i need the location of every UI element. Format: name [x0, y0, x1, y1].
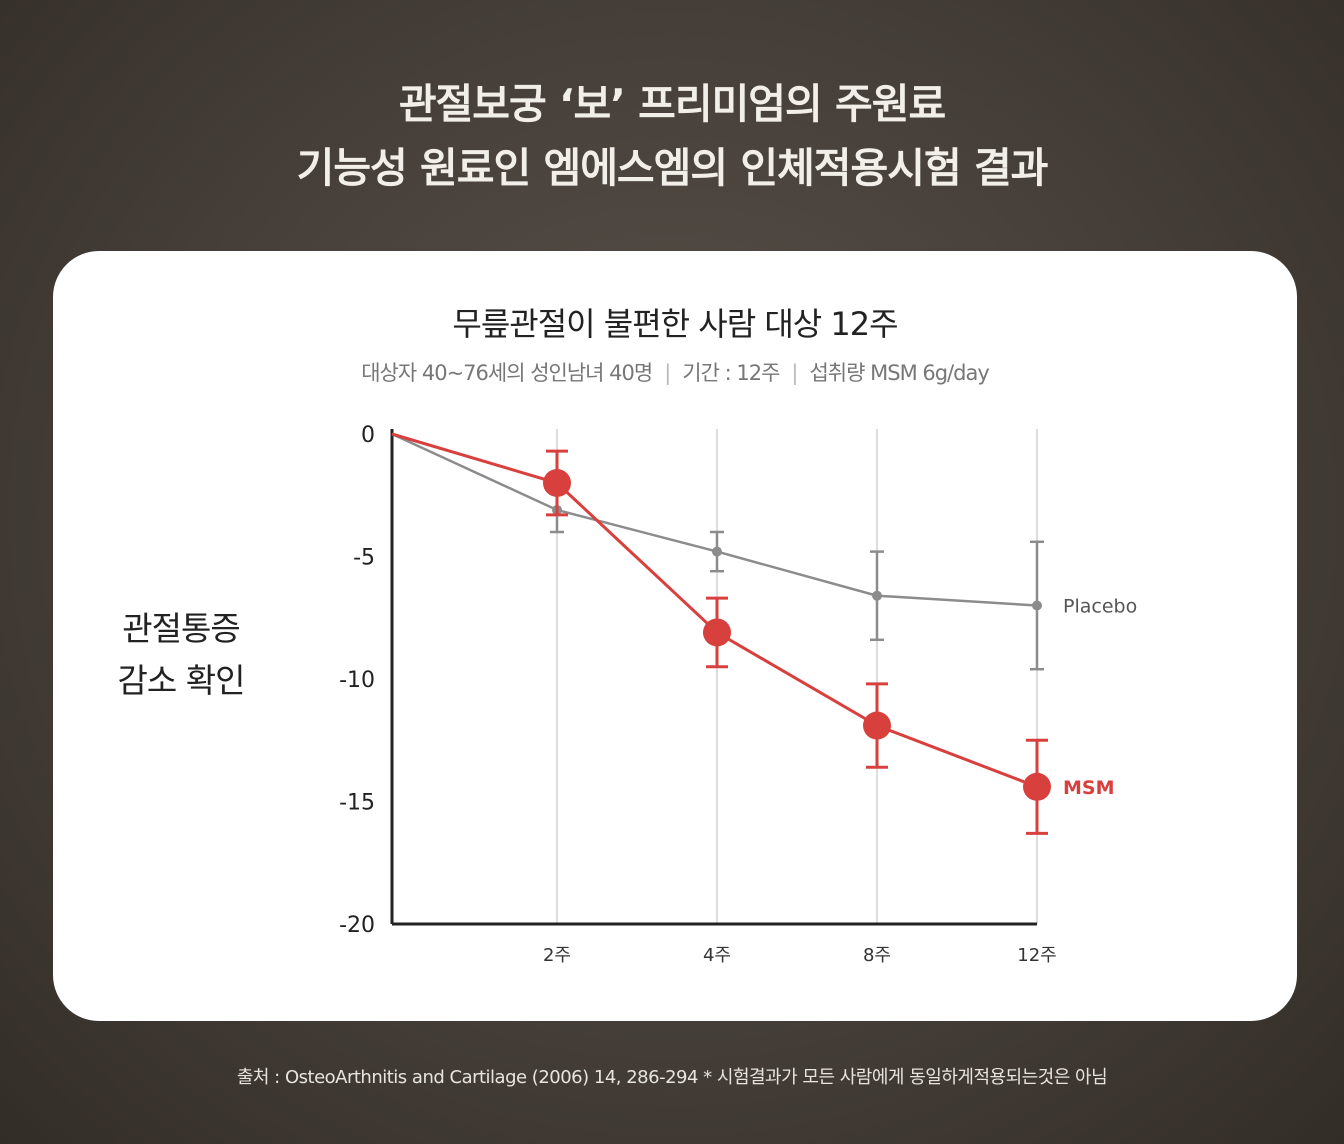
subtitle-period: 기간 : 12주: [682, 361, 780, 385]
side-label: 관절통증 감소 확인: [111, 603, 251, 707]
y-tick-label: -20: [339, 913, 375, 938]
series-label-placebo: Placebo: [1063, 596, 1137, 618]
data-point: [1023, 772, 1051, 801]
y-tick-label: -10: [339, 668, 375, 693]
x-tick-label: 12주: [1017, 945, 1056, 966]
subtitle-separator: |: [791, 361, 798, 385]
x-tick-label: 2주: [543, 945, 571, 966]
headline-line-1: 관절보궁 ‘보’ 프리미엄의 주원료: [398, 80, 946, 128]
chart-subtitle: 대상자 40~76세의 성인남녀 40명 | 기간 : 12주 | 섭취량 MSM 6g…: [53, 357, 1297, 387]
subtitle-separator: |: [664, 361, 671, 385]
source-footnote: 출처 : OsteoArthnitis and Cartilage (2006)…: [236, 1067, 1108, 1088]
side-label-line-2: 감소 확인: [117, 661, 246, 700]
series-line-placebo: [391, 432, 1038, 607]
data-point: [703, 618, 731, 647]
series-line-msm: [391, 432, 1038, 789]
chart-card: 무릎관절이 불편한 사람 대상 12주 대상자 40~76세의 성인남녀 40명…: [53, 251, 1297, 1021]
y-tick-label: 0: [361, 423, 375, 448]
line-chart: 0 -5 -10 -15 -20 2주 4주 8주 12주 Placebo MSM: [339, 423, 1137, 966]
side-label-line-1: 관절통증: [122, 609, 240, 648]
headline-line-2: 기능성 원료인 엠에스엠의 인체적용시험 결과: [296, 144, 1049, 192]
data-point: [863, 711, 891, 740]
y-tick-label: -15: [339, 791, 375, 816]
series-label-msm: MSM: [1063, 777, 1115, 799]
data-point: [543, 469, 571, 497]
data-point: [872, 590, 882, 601]
data-point: [712, 546, 722, 557]
y-tick-label: -5: [353, 546, 375, 571]
headline: 관절보궁 ‘보’ 프리미엄의 주원료 기능성 원료인 엠에스엠의 인체적용시험 …: [0, 72, 1344, 200]
chart-title: 무릎관절이 불편한 사람 대상 12주: [452, 305, 898, 343]
x-tick-label: 8주: [863, 945, 891, 966]
x-tick-label: 4주: [703, 945, 731, 966]
subtitle-dosage: 섭취량 MSM 6g/day: [809, 361, 989, 385]
data-point: [1032, 600, 1042, 611]
subtitle-subjects: 대상자 40~76세의 성인남녀 40명: [361, 361, 653, 385]
